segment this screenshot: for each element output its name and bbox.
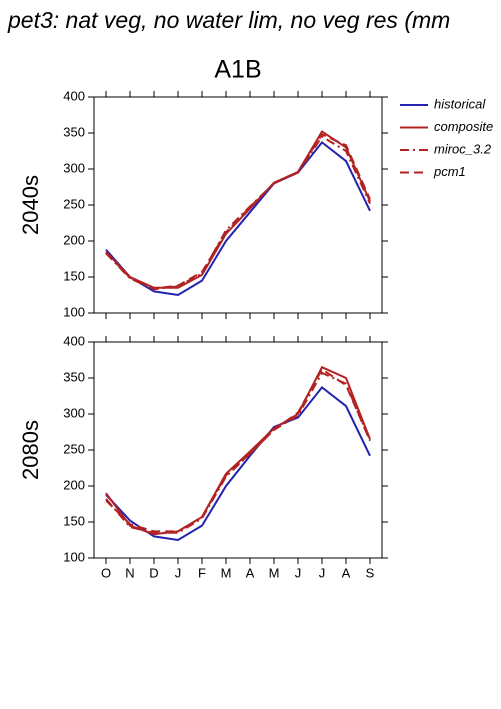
chart-subtitle: A1B	[214, 56, 261, 84]
y-tick-label: 400	[63, 88, 85, 103]
x-tick-label: J	[295, 565, 302, 580]
y-tick-label: 150	[63, 268, 85, 283]
legend-label: historical	[434, 96, 486, 111]
y-axis-label: 2080s	[18, 420, 43, 480]
y-axis-label: 2040s	[18, 175, 43, 235]
series-line	[105, 365, 371, 536]
legend-label: miroc_3.2	[434, 141, 492, 156]
series-line	[105, 133, 371, 290]
y-tick-label: 200	[63, 477, 85, 492]
y-tick-label: 100	[63, 549, 85, 564]
y-tick-label: 350	[63, 369, 85, 384]
x-tick-label: N	[125, 565, 134, 580]
x-tick-label: A	[342, 565, 351, 580]
x-tick-label: J	[319, 565, 326, 580]
x-tick-label: J	[175, 565, 182, 580]
y-tick-label: 100	[63, 304, 85, 319]
y-tick-label: 300	[63, 160, 85, 175]
series-line	[105, 371, 371, 534]
y-tick-label: 250	[63, 441, 85, 456]
y-tick-label: 250	[63, 196, 85, 211]
y-tick-label: 150	[63, 513, 85, 528]
y-tick-label: 200	[63, 232, 85, 247]
x-tick-label: D	[149, 565, 158, 580]
series-line	[105, 367, 371, 533]
series-line	[105, 135, 371, 291]
y-tick-label: 400	[63, 333, 85, 348]
x-tick-label: M	[269, 565, 280, 580]
x-tick-label: M	[221, 565, 232, 580]
x-tick-label: F	[198, 565, 206, 580]
x-tick-label: O	[101, 565, 111, 580]
legend-label: pcm1	[433, 164, 466, 179]
series-line	[105, 140, 371, 297]
y-tick-label: 300	[63, 405, 85, 420]
x-tick-label: A	[246, 565, 255, 580]
chart-title: pet3: nat veg, no water lim, no veg res …	[7, 7, 450, 33]
y-tick-label: 350	[63, 124, 85, 139]
x-tick-label: S	[366, 565, 375, 580]
legend-label: composite	[434, 119, 493, 134]
series-line	[105, 130, 371, 289]
